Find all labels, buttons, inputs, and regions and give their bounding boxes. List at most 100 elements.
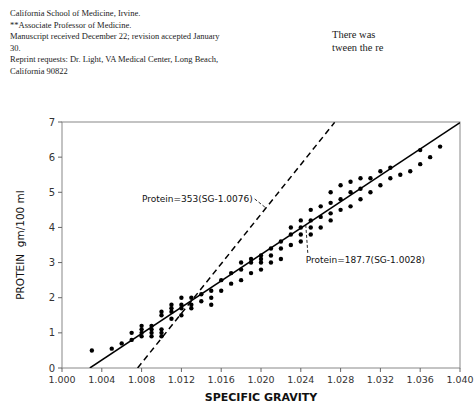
scatter-point (239, 260, 243, 264)
scatter-point (239, 278, 243, 282)
solid-line (90, 123, 460, 368)
scatter-point (358, 176, 362, 180)
scatter-point (348, 180, 352, 184)
x-tick-label: 1.032 (367, 374, 394, 385)
scatter-point (90, 348, 94, 352)
x-tick-label: 1.036 (407, 374, 434, 385)
x-tick-label: 1.000 (48, 374, 75, 385)
scatter-point (289, 225, 293, 229)
plot-frame (62, 122, 460, 368)
scatter-point (139, 324, 143, 328)
x-tick-label: 1.012 (168, 374, 195, 385)
scatter-point (309, 225, 313, 229)
scatter-point (199, 299, 203, 303)
scatter-point (169, 317, 173, 321)
scatter-point (299, 239, 303, 243)
dashed-line (138, 122, 335, 368)
x-tick (460, 368, 461, 372)
scatter-point (428, 155, 432, 159)
x-tick-label: 1.004 (88, 374, 115, 385)
x-tick (380, 368, 381, 372)
scatter-point (348, 204, 352, 208)
x-tick (181, 368, 182, 372)
header-right-line: tween the re (332, 42, 384, 53)
line-annotation: Protein=187.7(SG-1.0028) (306, 255, 425, 265)
scatter-point (388, 176, 392, 180)
scatter-point (159, 310, 163, 314)
x-tick (340, 368, 341, 372)
scatter-point (229, 281, 233, 285)
scatter-point (209, 296, 213, 300)
y-tick-label: 7 (49, 117, 55, 128)
scatter-point (368, 176, 372, 180)
header-text: **Associate Professor of Medicine. (10, 20, 131, 30)
y-tick (58, 332, 62, 333)
y-tick-label: 2 (49, 292, 55, 303)
chart: California School of Medicine, Irvine. **… (0, 0, 474, 413)
scatter-point (378, 169, 382, 173)
header-text: California 90822 (10, 66, 68, 76)
x-tick (141, 368, 142, 372)
y-axis-label: PROTEIN gm/100 ml (14, 190, 26, 300)
header-text: California School of Medicine, Irvine. (10, 8, 140, 18)
y-tick (58, 297, 62, 298)
scatter-point (129, 331, 133, 335)
x-tick (300, 368, 301, 372)
scatter-point (159, 327, 163, 331)
y-tick (58, 368, 62, 369)
axes: 1.0001.0041.0081.0121.0161.0201.0241.028… (14, 117, 474, 405)
scatter-point (408, 169, 412, 173)
scatter-point (338, 208, 342, 212)
scatter-point (279, 246, 283, 250)
scatter-point (289, 243, 293, 247)
x-tick (221, 368, 222, 372)
x-tick-label: 1.016 (208, 374, 235, 385)
scatter-point (319, 225, 323, 229)
x-tick-label: 1.020 (247, 374, 274, 385)
y-tick (58, 227, 62, 228)
scatter-point (110, 346, 114, 350)
scatter-point (418, 162, 422, 166)
y-tick (58, 122, 62, 123)
scatter-point (209, 303, 213, 307)
scatter-point (368, 190, 372, 194)
x-tick-label: 1.028 (327, 374, 354, 385)
scatter-point (269, 260, 273, 264)
x-tick (101, 368, 102, 372)
scatter-point (319, 204, 323, 208)
scatter-point (328, 190, 332, 194)
x-tick-label: 1.008 (128, 374, 155, 385)
scatter-point (328, 211, 332, 215)
y-tick (58, 192, 62, 193)
annotation-pointer (255, 199, 266, 208)
scatter-point (259, 267, 263, 271)
scatter-point (398, 173, 402, 177)
x-tick (420, 368, 421, 372)
header-right-line: There was (332, 29, 375, 40)
scatter-point (249, 271, 253, 275)
annotations: Protein=353(SG-1.0076) Protein=187.7(SG-1… (142, 194, 425, 265)
x-tick (261, 368, 262, 372)
annotation-pointer (306, 225, 308, 253)
header-right: There was tween the re (332, 29, 384, 53)
y-tick-label: 3 (49, 257, 55, 268)
y-tick-label: 1 (49, 327, 55, 338)
y-tick-label: 6 (49, 152, 55, 163)
x-axis-label: SPECIFIC GRAVITY (205, 391, 319, 404)
line-annotation: Protein=353(SG-1.0076) (142, 194, 253, 204)
y-tick-label: 0 (49, 363, 55, 374)
scatter-point (299, 218, 303, 222)
scatter-point (328, 201, 332, 205)
scatter-point (328, 218, 332, 222)
header-text: Reprint requests: Dr. Light, VA Medical … (10, 54, 218, 64)
scatter-point (378, 183, 382, 187)
scatter-point (279, 257, 283, 261)
y-tick-label: 5 (49, 187, 55, 198)
y-tick (58, 262, 62, 263)
scatter-point (179, 313, 183, 317)
scatter-point (219, 288, 223, 292)
scatter-point (309, 232, 313, 236)
plot-area (90, 122, 460, 368)
x-tick-label: 1.040 (446, 374, 473, 385)
scatter-point (309, 208, 313, 212)
